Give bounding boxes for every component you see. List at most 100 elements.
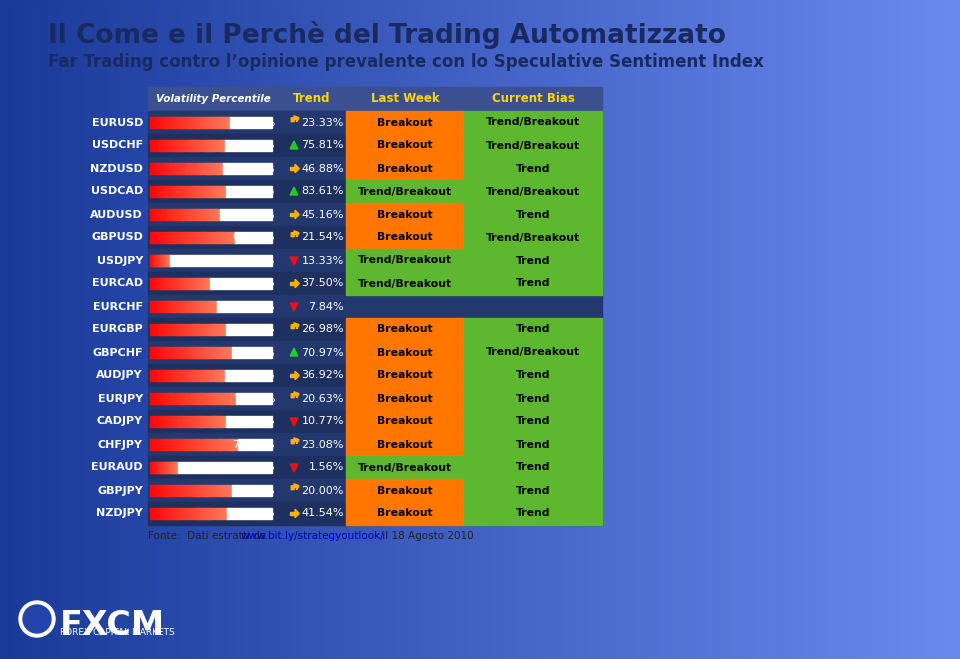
Bar — [183, 277, 185, 289]
Bar — [214, 416, 217, 428]
Bar — [201, 208, 203, 221]
Bar — [171, 370, 173, 382]
Bar — [538, 0, 543, 659]
Bar — [175, 186, 177, 198]
Bar — [193, 231, 195, 243]
Bar — [48, 0, 54, 659]
Bar — [163, 231, 165, 243]
Bar — [691, 0, 697, 659]
Bar — [346, 249, 464, 272]
Bar — [192, 208, 194, 221]
Bar — [210, 163, 212, 175]
Bar — [206, 370, 208, 382]
Bar — [161, 301, 164, 312]
Bar — [222, 347, 225, 358]
Bar — [658, 0, 663, 659]
Bar — [213, 301, 216, 312]
Bar — [221, 370, 224, 382]
Bar — [208, 370, 210, 382]
Bar — [220, 117, 223, 129]
Bar — [166, 254, 167, 266]
Text: 61.29%: 61.29% — [232, 370, 275, 380]
Bar — [165, 231, 168, 243]
Bar — [183, 208, 185, 221]
Bar — [77, 0, 83, 659]
Bar — [216, 163, 218, 175]
Bar — [200, 277, 202, 289]
Text: 57.14%: 57.14% — [232, 210, 275, 219]
Bar — [168, 254, 169, 266]
Bar — [854, 0, 860, 659]
Bar — [164, 254, 165, 266]
Bar — [212, 370, 214, 382]
Polygon shape — [290, 348, 298, 356]
Polygon shape — [290, 303, 298, 311]
Bar — [207, 277, 209, 289]
Polygon shape — [291, 438, 300, 444]
Bar — [163, 507, 166, 519]
Bar — [218, 231, 221, 243]
Text: 62.07%: 62.07% — [232, 416, 275, 426]
Bar — [166, 254, 167, 266]
Bar — [169, 254, 170, 266]
Bar — [178, 117, 180, 129]
Bar — [218, 140, 220, 152]
Bar — [210, 370, 212, 382]
Bar — [180, 117, 182, 129]
Bar — [160, 393, 163, 405]
Bar — [150, 254, 151, 266]
Bar — [212, 186, 215, 198]
Bar — [154, 208, 156, 221]
Bar — [222, 140, 224, 152]
Bar — [159, 507, 162, 519]
Text: 20.63%: 20.63% — [301, 393, 344, 403]
Bar — [154, 461, 155, 473]
Bar — [154, 370, 156, 382]
Text: 20.00%: 20.00% — [301, 486, 344, 496]
Bar — [148, 456, 602, 479]
Bar — [174, 231, 176, 243]
Bar — [202, 347, 204, 358]
Bar — [150, 324, 153, 335]
Bar — [874, 0, 879, 659]
Bar — [792, 0, 798, 659]
Bar — [893, 0, 899, 659]
Bar — [192, 416, 194, 428]
Bar — [173, 277, 175, 289]
Bar — [163, 461, 164, 473]
Bar — [217, 301, 272, 312]
Bar — [186, 231, 189, 243]
Bar — [150, 461, 151, 473]
Bar — [150, 117, 153, 129]
Bar — [150, 393, 153, 405]
Circle shape — [23, 605, 51, 633]
Bar — [210, 186, 213, 198]
Bar — [220, 507, 222, 519]
Bar — [222, 324, 224, 335]
Bar — [154, 163, 156, 175]
Bar — [739, 0, 745, 659]
Polygon shape — [291, 231, 300, 237]
Bar — [161, 370, 163, 382]
Bar — [744, 0, 750, 659]
Bar — [194, 277, 196, 289]
Bar — [161, 461, 162, 473]
Bar — [203, 277, 204, 289]
Bar — [150, 347, 153, 358]
Bar — [139, 0, 145, 659]
Bar — [571, 0, 577, 659]
Bar — [464, 203, 602, 226]
Bar — [208, 117, 210, 129]
Bar — [682, 0, 687, 659]
Bar — [220, 186, 223, 198]
Bar — [173, 208, 175, 221]
Bar — [214, 140, 216, 152]
Bar — [220, 484, 223, 496]
Bar — [208, 324, 211, 335]
Bar — [196, 163, 198, 175]
Bar — [170, 277, 172, 289]
Bar — [175, 416, 177, 428]
Bar — [159, 254, 160, 266]
Bar — [161, 324, 164, 335]
Bar — [201, 163, 204, 175]
